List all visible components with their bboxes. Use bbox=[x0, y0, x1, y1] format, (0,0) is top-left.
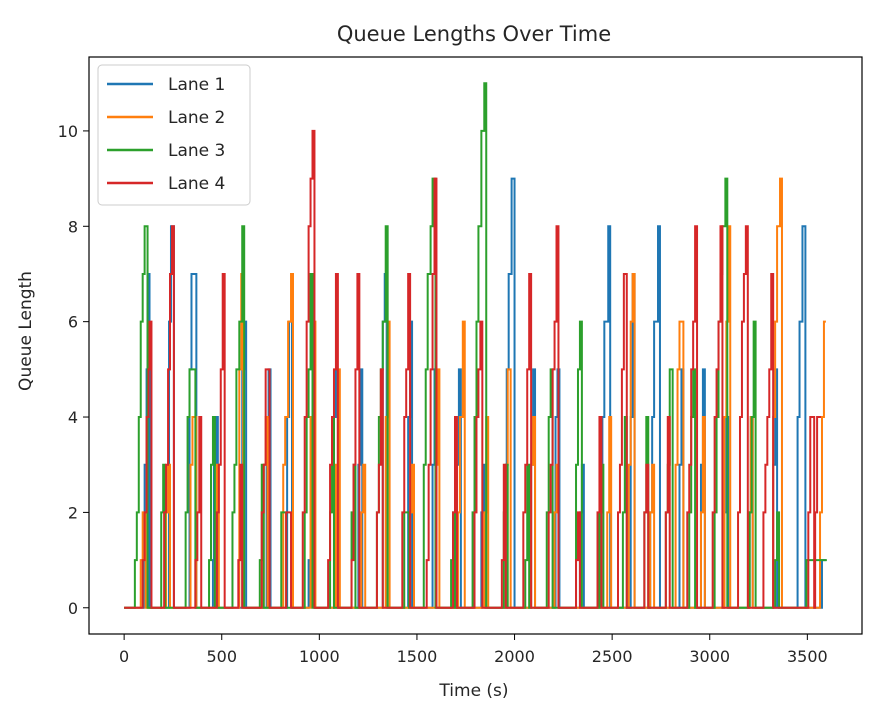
y-tick-label: 0 bbox=[68, 599, 78, 618]
x-tick-label: 500 bbox=[206, 647, 237, 666]
series-lines bbox=[124, 82, 827, 609]
y-tick-label: 10 bbox=[58, 122, 78, 141]
x-tick-label: 3000 bbox=[689, 647, 730, 666]
legend-label-lane-1: Lane 1 bbox=[168, 75, 225, 95]
legend-label-lane-4: Lane 4 bbox=[168, 174, 225, 194]
x-tick-label: 1000 bbox=[299, 647, 340, 666]
legend-box bbox=[97, 64, 251, 206]
x-tick-label: 1500 bbox=[397, 647, 438, 666]
y-axis: 0 2 4 6 8 10 bbox=[58, 122, 89, 618]
x-tick-label: 0 bbox=[119, 647, 129, 666]
y-tick-label: 4 bbox=[68, 408, 78, 427]
legend-label-lane-3: Lane 3 bbox=[168, 141, 225, 161]
chart-title: Queue Lengths Over Time bbox=[337, 22, 611, 46]
legend-label-lane-2: Lane 2 bbox=[168, 108, 225, 128]
y-tick-label: 6 bbox=[68, 313, 78, 332]
y-tick-label: 2 bbox=[68, 503, 78, 522]
y-axis-title: Queue Length bbox=[16, 271, 36, 391]
plot-area-frame bbox=[88, 56, 863, 635]
x-tick-label: 3500 bbox=[787, 647, 828, 666]
series-line-lane-4 bbox=[124, 129, 822, 609]
y-tick-label: 8 bbox=[68, 217, 78, 236]
x-axis: 0 500 1000 1500 2000 2500 3000 3500 bbox=[119, 634, 828, 666]
x-tick-label: 2500 bbox=[592, 647, 633, 666]
legend: Lane 1 Lane 2 Lane 3 Lane 4 bbox=[97, 64, 251, 206]
x-axis-title: Time (s) bbox=[438, 681, 508, 701]
x-tick-label: 2000 bbox=[494, 647, 535, 666]
